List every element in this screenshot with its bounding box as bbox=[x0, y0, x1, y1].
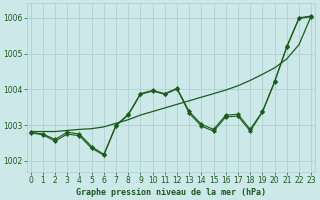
X-axis label: Graphe pression niveau de la mer (hPa): Graphe pression niveau de la mer (hPa) bbox=[76, 188, 266, 197]
